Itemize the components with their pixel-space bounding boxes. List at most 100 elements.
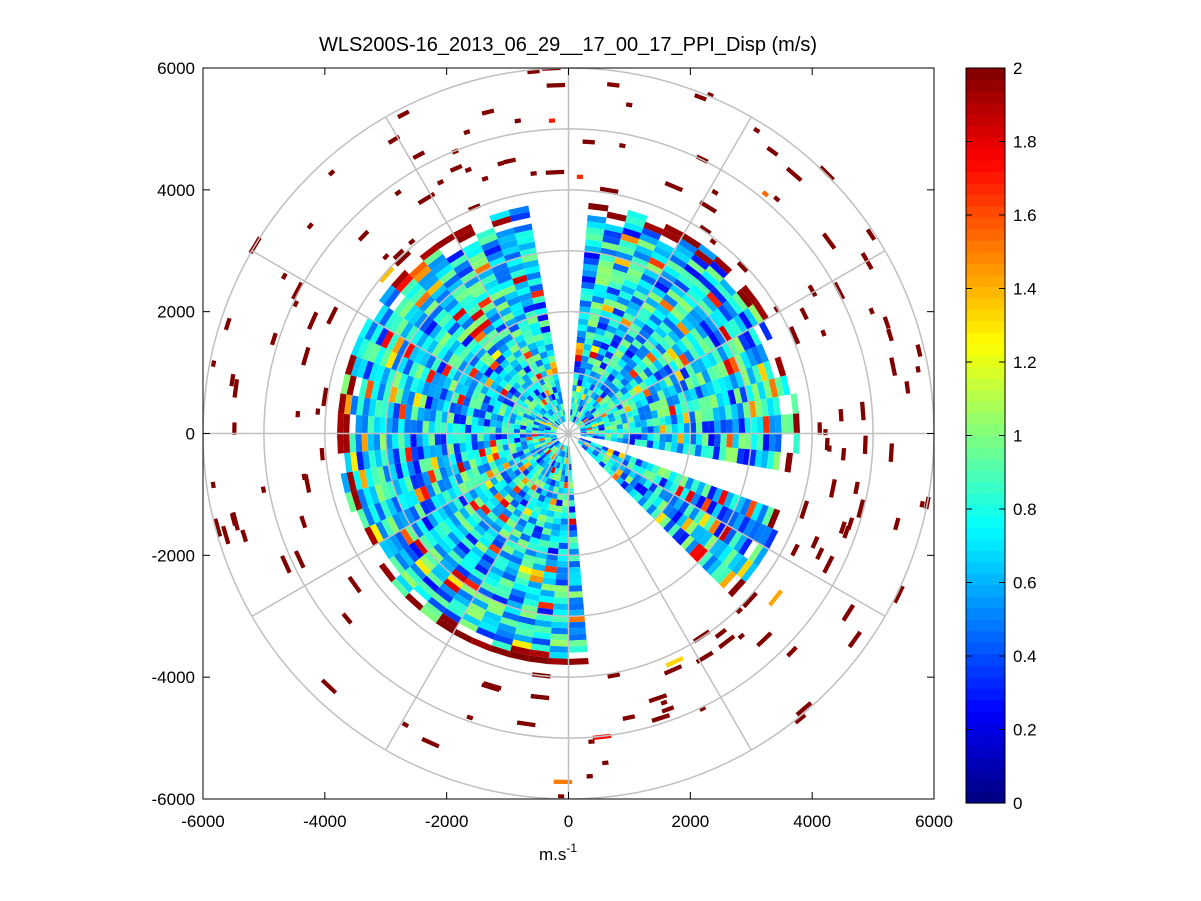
data-cell [564,451,567,458]
data-cell [428,323,443,340]
data-cell [478,335,491,348]
outer-return-cell [231,511,240,531]
data-cell [495,301,510,313]
data-cell [545,403,551,411]
data-cell [604,436,611,441]
data-cell [474,400,483,410]
outer-return-cell [718,634,736,650]
colorbar-swatch [966,205,1005,218]
data-cell [531,327,542,337]
data-cell [572,378,578,386]
data-cell [504,566,519,577]
data-cell [583,387,590,395]
colorbar-swatch [966,642,1005,655]
data-cell [461,240,481,255]
data-cell [442,535,457,550]
data-cell [413,584,432,602]
data-cell [727,578,746,598]
data-cell [468,355,480,368]
data-cell [714,420,721,434]
colorbar-tick-label: 1.4 [1013,280,1037,299]
outer-return-cell [503,157,516,165]
data-cell [593,448,601,455]
data-cell [546,510,555,518]
data-cell [576,404,582,412]
data-cell [554,480,560,488]
data-cell [368,362,380,382]
data-cell [404,592,424,611]
data-cell [689,327,704,343]
outer-return-cell [260,486,267,494]
data-cell [378,540,394,560]
data-cell [468,367,479,379]
data-cell [563,445,567,452]
data-cell [513,494,524,504]
data-cell [415,379,426,395]
data-cell [793,413,800,434]
data-cell [606,324,618,335]
data-cell [443,335,457,350]
data-cell [454,564,471,579]
colorbar-swatch [966,722,1005,735]
data-cell [754,450,763,468]
data-cell [689,422,697,434]
data-cell [422,433,429,447]
data-cell [421,381,432,396]
data-cell [419,295,435,313]
data-cell [615,381,625,391]
data-cell [562,463,566,470]
data-cell [497,233,517,245]
data-cell [582,263,599,272]
outer-return-cell [292,300,299,308]
data-cell [723,491,735,509]
data-cell [708,433,715,447]
data-cell [591,451,599,457]
data-cell [568,548,580,556]
data-cell [746,366,757,385]
data-cell [489,439,497,448]
outer-return-cell [221,525,231,545]
data-cell [768,378,779,398]
data-cell [431,342,444,358]
data-cell [538,425,545,430]
data-cell [693,279,711,296]
data-cell [410,406,419,421]
outer-return-cell [699,224,712,235]
data-cell [526,436,533,441]
data-cell [441,444,449,456]
data-cell [571,409,575,416]
data-cell [532,563,546,572]
data-cell [580,430,587,433]
data-cell [507,533,520,544]
data-cell [577,440,584,446]
data-cell [591,423,598,428]
data-cell [723,527,738,546]
data-cell [706,408,715,422]
data-cell [408,361,420,378]
data-cell [362,506,376,527]
colorbar-tick-label: 1 [1013,427,1022,446]
outer-return-cell [822,232,837,250]
data-cell [413,265,432,283]
outer-return-cell [327,169,336,177]
data-cell [521,444,529,451]
data-cell [590,301,604,310]
data-cell [478,492,490,504]
data-cell [712,364,724,380]
data-cell [706,558,723,576]
data-cell [682,443,690,455]
data-cell [581,355,589,363]
outer-return-cell [436,179,445,186]
data-cell [558,404,563,411]
data-cell [702,554,718,572]
data-cell [364,468,375,488]
data-cell [452,545,467,560]
data-cell [603,298,617,308]
data-cell [568,633,587,641]
data-cell [488,312,502,324]
data-cell [758,320,773,341]
data-cell [570,403,574,410]
data-cell [675,339,689,354]
data-cell [505,503,517,514]
data-cell [498,488,509,499]
